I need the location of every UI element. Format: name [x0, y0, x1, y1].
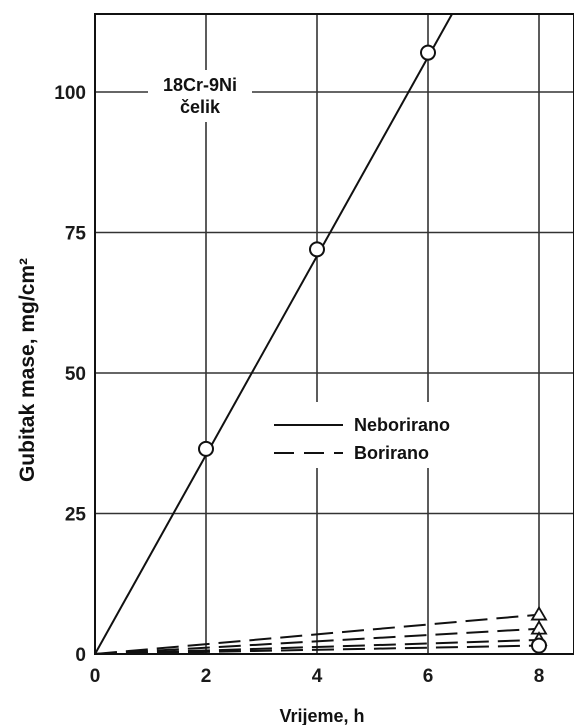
- series-lines: [95, 14, 540, 654]
- y-tick-label-75: 75: [65, 224, 87, 245]
- x-tick-label-6: 6: [423, 666, 434, 687]
- marker-circle-3: [420, 44, 436, 61]
- y-tick-label-25: 25: [65, 505, 87, 526]
- y-tick-label-50: 50: [65, 364, 86, 385]
- legend-label-neborirano: Neborirano: [354, 415, 450, 435]
- legend-background: [268, 402, 474, 468]
- y-tick-labels: 0 25 50 75 100: [54, 83, 86, 666]
- series-line-dashed-2: [95, 613, 540, 654]
- x-tick-label-4: 4: [312, 666, 323, 687]
- plot-frame: [94, 13, 574, 655]
- series-line-dashed-5: [95, 644, 540, 654]
- legend: Neborirano Borirano: [268, 402, 474, 468]
- grid: [95, 14, 574, 654]
- x-tick-label-8: 8: [534, 666, 545, 687]
- marker-circle-1: [198, 440, 214, 457]
- y-tick-label-100: 100: [54, 83, 86, 104]
- marker-circle-2: [309, 241, 325, 258]
- series-line-solid-1: [95, 14, 454, 654]
- series-line-dashed-3: [95, 627, 540, 654]
- x-tick-label-2: 2: [201, 666, 212, 687]
- marker-circle-7: [531, 637, 547, 654]
- legend-label-borirano: Borirano: [354, 443, 429, 463]
- x-tick-label-0: 0: [90, 666, 101, 687]
- y-axis-title: Gubitak mase, mg/cm²: [16, 258, 39, 482]
- annotation-background: [148, 70, 252, 122]
- y-tick-label-0: 0: [75, 645, 86, 666]
- data-markers: [198, 44, 548, 654]
- annotation-line-1: 18Cr-9Ni: [163, 75, 237, 95]
- annotation-line-2: čelik: [180, 97, 221, 117]
- marker-triangle-4: [530, 605, 548, 621]
- x-axis-title: Vrijeme, h: [279, 706, 364, 725]
- x-tick-labels: 0 2 4 6 8: [90, 666, 545, 687]
